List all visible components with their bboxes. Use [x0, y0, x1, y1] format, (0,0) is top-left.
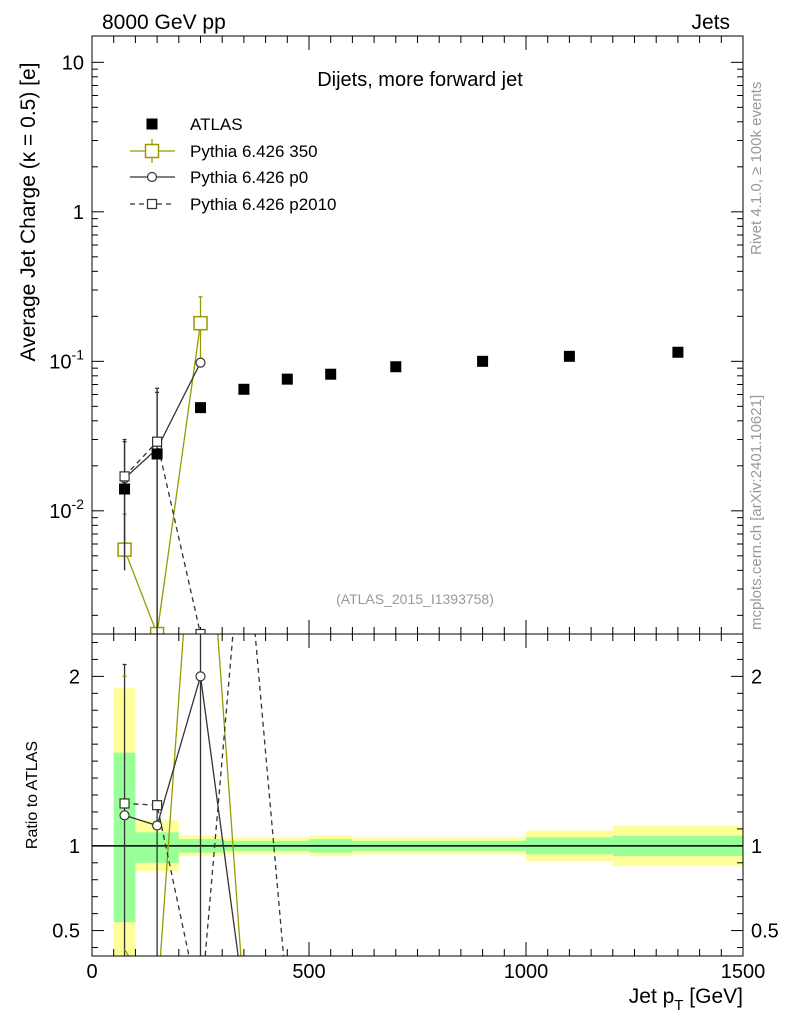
atlas-data-point — [325, 368, 337, 380]
ratio-series-0-point — [194, 387, 207, 400]
x-tick-label: 0 — [86, 961, 97, 983]
legend-label: Pythia 6.426 350 — [190, 142, 318, 161]
ratio-series-2-point — [152, 800, 163, 811]
series-3-point — [195, 628, 206, 634]
ratio-y-tick-label: 0.5 — [52, 921, 80, 943]
ratio-y-axis-label: Ratio to ATLAS — [24, 741, 41, 849]
main-y-tick-label: 10 — [62, 52, 84, 74]
atlas-data-point — [151, 448, 163, 460]
legend-marker — [144, 143, 160, 159]
series-3-point — [119, 471, 130, 482]
ratio-series-0-line — [123, 634, 242, 956]
legend-marker — [146, 198, 158, 210]
ratio-y-tick-label-right: 1 — [751, 836, 762, 858]
x-tick-label: 1500 — [721, 961, 766, 983]
main-title: Dijets, more forward jet — [317, 69, 523, 91]
ratio-panel: 0 500 1000 1500 0.5 0.5 1 1 2 2 Ratio to ATLAS — [24, 387, 779, 1010]
main-y-tick-label: 1 — [73, 202, 84, 224]
x-tick-label: 500 — [292, 961, 325, 983]
ratio-frame — [91, 633, 744, 957]
mcplots-url-label: mcplots.cern.ch [arXiv:2401.10621] — [748, 395, 765, 630]
atlas-data-point — [477, 355, 489, 367]
atlas-data-point — [119, 483, 131, 495]
legend-marker — [146, 171, 158, 183]
series-3-line — [124, 440, 202, 634]
ratio-y-tick-label: 2 — [69, 666, 80, 688]
ratio-series-1-point — [152, 820, 163, 831]
legend-label: Pythia 6.426 p2010 — [190, 195, 337, 214]
legend: ATLAS Pythia 6.426 350 Pythia 6.426 p0 Pyth… — [130, 115, 337, 214]
main-y-axis-label: Average Jet Charge (κ = 0.5) [e] — [17, 62, 40, 361]
ratio-series-0-point — [151, 997, 164, 1010]
header-energy-label: 8000 GeV pp — [102, 11, 226, 34]
series-2-line — [124, 362, 202, 479]
ratio-series-2-line — [124, 634, 285, 956]
legend-marker-atlas — [146, 118, 158, 130]
rivet-version-label: Rivet 4.1.0, ≥ 100k events — [748, 82, 765, 255]
series-2-point — [195, 357, 206, 368]
ratio-series-1-point — [195, 671, 206, 682]
x-axis-label: Jet pT [GeV] — [629, 985, 743, 1014]
ratio-series-1-line — [124, 676, 239, 956]
atlas-data-point — [281, 373, 293, 385]
main-y-tick-label: 10-1 — [49, 346, 84, 373]
atlas-data-point — [563, 350, 575, 362]
series-1-point — [193, 315, 208, 331]
header-process-label: Jets — [691, 11, 730, 34]
x-tick-label: 1000 — [504, 961, 549, 983]
analysis-watermark: (ATLAS_2015_I1393758) — [336, 591, 494, 607]
ratio-y-tick-label: 1 — [69, 836, 80, 858]
atlas-data-point — [195, 402, 206, 414]
main-y-tick-label: 10-2 — [49, 496, 84, 523]
legend-label: Pythia 6.426 p0 — [190, 168, 308, 187]
atlas-data-point — [390, 361, 402, 373]
ratio-series-2-point — [119, 798, 130, 809]
ratio-y-tick-label-right: 0.5 — [751, 921, 779, 943]
ratio-y-tick-label-right: 2 — [751, 666, 762, 688]
main-panel: 10-2 10-1 1 10 Dijets, more forward jet (AT… — [17, 35, 744, 635]
legend-label: ATLAS — [190, 115, 243, 134]
series-3-point — [152, 436, 163, 447]
ratio-series-1-point — [119, 810, 130, 821]
atlas-data-point — [672, 346, 684, 358]
atlas-data-point — [238, 383, 250, 395]
series-1-line — [123, 323, 202, 634]
